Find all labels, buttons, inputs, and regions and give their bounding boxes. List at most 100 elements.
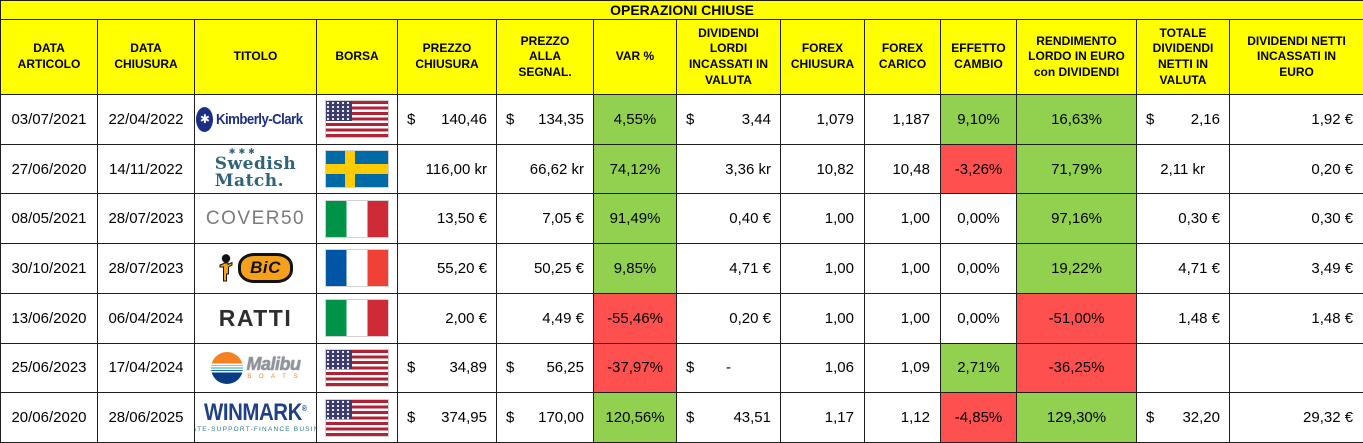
col-header-borsa[interactable]: BORSA [316,19,398,95]
cell-data-chiusura[interactable]: 28/06/2025 [97,392,195,443]
col-header-var[interactable]: VAR % [593,19,677,95]
cell-rendimento-lordo[interactable]: 16,63% [1016,94,1137,145]
cell-prezzo-segnal[interactable]: $ 170,00 [496,392,594,443]
cell-rendimento-lordo[interactable]: 19,22% [1016,243,1137,294]
cell-borsa[interactable] [316,193,398,245]
cell-effetto-cambio[interactable]: 0,00% [940,292,1017,344]
col-header-effetto-cambio[interactable]: EFFETTO CAMBIO [940,19,1017,95]
cell-effetto-cambio[interactable]: 0,00% [940,193,1017,245]
cell-totale-dividendi[interactable]: 1,48 € [1136,292,1230,344]
cell-data-articolo[interactable]: 20/06/2020 [0,392,98,443]
cell-rendimento-lordo[interactable]: 97,16% [1016,193,1137,245]
col-header-rendimento-lordo[interactable]: RENDIMENTO LORDO IN EURO con DIVIDENDI [1016,19,1137,95]
col-header-dividendi-lordi[interactable]: DIVIDENDI LORDI INCASSATI IN VALUTA [676,19,781,95]
cell-forex-chiusura[interactable]: 1,079 [780,94,865,145]
cell-data-chiusura[interactable]: 17/04/2024 [97,342,195,394]
cell-dividendi-netti-euro[interactable]: 1,92 € [1228,94,1363,145]
cell-effetto-cambio[interactable]: -3,26% [940,143,1017,195]
cell-titolo-cover50[interactable]: COVER50 [194,193,317,245]
cell-dividendi-lordi[interactable]: 4,71 € [676,243,781,294]
cell-var-pct[interactable]: -37,97% [593,342,677,394]
col-header-data-chiusura[interactable]: DATA CHIUSURA [97,19,195,95]
cell-dividendi-netti-euro[interactable]: 0,30 € [1228,193,1363,245]
cell-var-pct[interactable]: 120,56% [593,392,677,443]
cell-rendimento-lordo[interactable]: -36,25% [1016,342,1137,394]
cell-forex-chiusura[interactable]: 1,06 [780,342,865,394]
cell-prezzo-chiusura[interactable]: 2,00 € [397,292,497,344]
cell-borsa[interactable] [316,292,398,344]
cell-forex-carico[interactable]: 1,00 [864,243,941,294]
cell-data-articolo[interactable]: 03/07/2021 [0,94,98,145]
cell-rendimento-lordo[interactable]: 71,79% [1016,143,1137,195]
cell-dividendi-netti-euro[interactable]: 3,49 € [1228,243,1363,294]
cell-prezzo-chiusura[interactable]: $ 374,95 [397,392,497,443]
cell-data-articolo[interactable]: 27/06/2020 [0,143,98,195]
cell-dividendi-netti-euro[interactable]: 29,32 € [1228,392,1363,443]
cell-forex-carico[interactable]: 1,187 [864,94,941,145]
cell-dividendi-lordi[interactable]: 0,40 € [676,193,781,245]
col-header-prezzo-segnal[interactable]: PREZZO ALLA SEGNAL. [496,19,594,95]
cell-dividendi-lordi[interactable]: 0,20 € [676,292,781,344]
cell-totale-dividendi[interactable]: 2,11 kr [1136,143,1230,195]
cell-effetto-cambio[interactable]: 2,71% [940,342,1017,394]
cell-totale-dividendi[interactable] [1136,342,1230,394]
cell-data-articolo[interactable]: 08/05/2021 [0,193,98,245]
cell-data-chiusura[interactable]: 06/04/2024 [97,292,195,344]
cell-prezzo-chiusura[interactable]: 13,50 € [397,193,497,245]
cell-var-pct[interactable]: -55,46% [593,292,677,344]
cell-data-chiusura[interactable]: 14/11/2022 [97,143,195,195]
cell-data-articolo[interactable]: 30/10/2021 [0,243,98,294]
cell-var-pct[interactable]: 91,49% [593,193,677,245]
cell-prezzo-segnal[interactable]: 7,05 € [496,193,594,245]
cell-titolo-swedish-match[interactable]: ✱✱✱ Swedish Match. [194,143,317,195]
cell-forex-carico[interactable]: 1,12 [864,392,941,443]
cell-totale-dividendi[interactable]: $ 32,20 [1136,392,1230,443]
cell-prezzo-chiusura[interactable]: 55,20 € [397,243,497,294]
cell-dividendi-lordi[interactable]: $ 3,44 [676,94,781,145]
cell-var-pct[interactable]: 9,85% [593,243,677,294]
col-header-dividendi-netti-euro[interactable]: DIVIDENDI NETTI INCASSATI IN EURO [1228,19,1363,95]
cell-prezzo-segnal[interactable]: 50,25 € [496,243,594,294]
cell-data-chiusura[interactable]: 28/07/2023 [97,193,195,245]
col-header-titolo[interactable]: TITOLO [194,19,317,95]
cell-dividendi-lordi[interactable]: $ - [676,342,781,394]
cell-titolo-malibu[interactable]: Malibu B O A T S [194,342,317,394]
cell-forex-carico[interactable]: 10,48 [864,143,941,195]
cell-forex-chiusura[interactable]: 1,00 [780,243,865,294]
cell-prezzo-segnal[interactable]: $ 134,35 [496,94,594,145]
cell-forex-chiusura[interactable]: 1,17 [780,392,865,443]
cell-dividendi-netti-euro[interactable] [1228,342,1363,394]
cell-titolo-ratti[interactable]: RATTI [194,292,317,344]
cell-prezzo-chiusura[interactable]: $ 34,89 [397,342,497,394]
cell-prezzo-segnal[interactable]: $ 56,25 [496,342,594,394]
cell-forex-chiusura[interactable]: 1,00 [780,292,865,344]
cell-forex-carico[interactable]: 1,00 [864,292,941,344]
cell-data-chiusura[interactable]: 28/07/2023 [97,243,195,294]
cell-data-chiusura[interactable]: 22/04/2022 [97,94,195,145]
col-header-totale-dividendi[interactable]: TOTALE DIVIDENDI NETTI IN VALUTA [1136,19,1230,95]
cell-var-pct[interactable]: 74,12% [593,143,677,195]
cell-effetto-cambio[interactable]: 9,10% [940,94,1017,145]
col-header-forex-carico[interactable]: FOREX CARICO [864,19,941,95]
cell-titolo-bic[interactable]: BiC [194,243,317,294]
cell-var-pct[interactable]: 4,55% [593,94,677,145]
cell-rendimento-lordo[interactable]: -51,00% [1016,292,1137,344]
cell-dividendi-netti-euro[interactable]: 1,48 € [1228,292,1363,344]
cell-prezzo-chiusura[interactable]: 116,00 kr [397,143,497,195]
cell-dividendi-lordi[interactable]: $ 43,51 [676,392,781,443]
col-header-forex-chiusura[interactable]: FOREX CHIUSURA [780,19,865,95]
col-header-prezzo-chiusura[interactable]: PREZZO CHIUSURA [397,19,497,95]
cell-borsa[interactable] [316,243,398,294]
cell-totale-dividendi[interactable]: $ 2,16 [1136,94,1230,145]
cell-forex-carico[interactable]: 1,00 [864,193,941,245]
cell-borsa[interactable] [316,94,398,145]
cell-borsa[interactable] [316,392,398,443]
cell-forex-carico[interactable]: 1,09 [864,342,941,394]
cell-titolo-kimberly-clark[interactable]: ✱ Kimberly-Clark [194,94,317,145]
cell-forex-chiusura[interactable]: 1,00 [780,193,865,245]
cell-borsa[interactable] [316,342,398,394]
cell-prezzo-segnal[interactable]: 66,62 kr [496,143,594,195]
cell-forex-chiusura[interactable]: 10,82 [780,143,865,195]
cell-prezzo-chiusura[interactable]: $ 140,46 [397,94,497,145]
cell-dividendi-lordi[interactable]: 3,36 kr [676,143,781,195]
